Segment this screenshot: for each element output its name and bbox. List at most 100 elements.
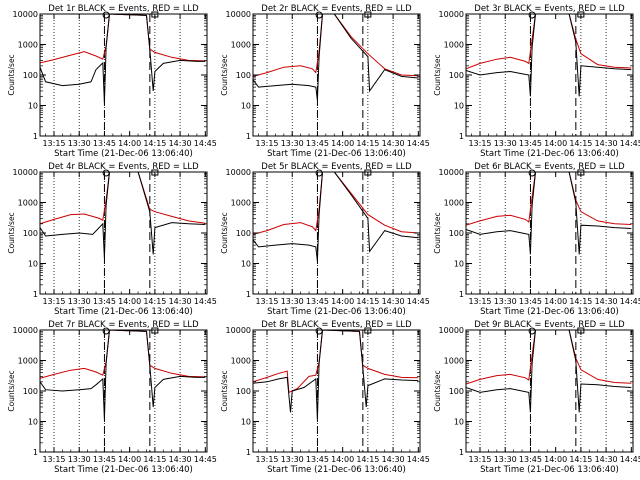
x-tick-label: 14:00	[544, 455, 567, 464]
panel-title: Det 8r BLACK = Events, RED = LLD	[261, 320, 412, 330]
x-tick-label: 13:30	[494, 139, 517, 148]
x-tick-label: 14:00	[331, 455, 354, 464]
y-tick-label: 1000	[231, 41, 251, 50]
y-tick-label: 1000	[18, 357, 38, 366]
x-tick-label: 14:30	[595, 455, 618, 464]
y-tick-label: 10000	[13, 10, 38, 19]
x-tick-label: 14:15	[569, 297, 592, 306]
y-tick-label: 10	[454, 102, 464, 111]
detector-panel: 1 10 100 1000 10000 13:15 13:30 13:45 14:00 14:15…	[433, 4, 640, 159]
x-tick-label: 14:15	[356, 297, 379, 306]
y-tick-label: 100	[449, 387, 464, 396]
plot-frame	[465, 13, 634, 137]
x-tick-label: 14:00	[118, 139, 141, 148]
x-tick-label: 13:45	[93, 297, 116, 306]
x-tick-label: 13:30	[281, 139, 304, 148]
x-tick-label: 13:45	[306, 297, 329, 306]
y-tick-label: 1000	[231, 357, 251, 366]
y-tick-label: 1	[33, 448, 38, 457]
y-tick-label: 10	[241, 418, 251, 427]
x-tick-label: 14:30	[169, 455, 192, 464]
x-tick-label: 14:45	[194, 139, 217, 148]
y-axis-label: Counts/sec	[7, 54, 16, 95]
y-tick-label: 10	[28, 418, 38, 427]
x-tick-label: 13:45	[93, 455, 116, 464]
lld-series-line	[253, 14, 419, 77]
x-axis-label: Start Time (21-Dec-06 13:06:40)	[480, 307, 619, 317]
y-tick-label: 100	[236, 229, 251, 238]
y-tick-label: 10000	[13, 168, 38, 177]
y-tick-label: 10000	[226, 326, 251, 335]
y-axis-label: Counts/sec	[220, 212, 229, 253]
x-axis-label: Start Time (21-Dec-06 13:06:40)	[267, 149, 406, 159]
x-tick-label: 14:45	[407, 297, 430, 306]
x-tick-label: 14:45	[620, 139, 640, 148]
x-tick-label: 13:30	[281, 297, 304, 306]
panel-title: Det 9r BLACK = Events, RED = LLD	[474, 320, 625, 330]
events-series-line	[40, 172, 206, 259]
x-tick-label: 14:00	[331, 139, 354, 148]
x-tick-label: 13:15	[255, 139, 278, 148]
detector-panel: 1 10 100 1000 10000 13:15 13:30 13:45 14:00 14:15…	[7, 4, 217, 159]
x-tick-label: 13:15	[42, 139, 65, 148]
events-series-line	[40, 330, 206, 420]
x-tick-label: 13:15	[42, 297, 65, 306]
x-tick-label: 13:45	[93, 139, 116, 148]
x-tick-label: 14:00	[118, 297, 141, 306]
y-axis-label: Counts/sec	[7, 212, 16, 253]
y-axis-label: Counts/sec	[220, 54, 229, 95]
events-series-line	[253, 172, 419, 262]
x-tick-label: 14:15	[569, 139, 592, 148]
x-tick-label: 14:30	[169, 297, 192, 306]
y-tick-label: 10	[241, 260, 251, 269]
y-tick-label: 100	[449, 229, 464, 238]
y-axis-label: Counts/sec	[433, 54, 442, 95]
x-tick-label: 14:30	[595, 297, 618, 306]
x-axis-label: Start Time (21-Dec-06 13:06:40)	[480, 149, 619, 159]
x-tick-label: 14:15	[569, 455, 592, 464]
x-tick-label: 13:15	[468, 455, 491, 464]
x-axis-label: Start Time (21-Dec-06 13:06:40)	[54, 149, 193, 159]
x-axis-label: Start Time (21-Dec-06 13:06:40)	[267, 465, 406, 475]
y-tick-label: 100	[449, 71, 464, 80]
y-axis-label: Counts/sec	[220, 370, 229, 411]
y-tick-label: 10000	[439, 326, 464, 335]
x-axis-label: Start Time (21-Dec-06 13:06:40)	[480, 465, 619, 475]
y-tick-label: 10	[28, 102, 38, 111]
x-tick-label: 14:00	[544, 297, 567, 306]
x-axis-label: Start Time (21-Dec-06 13:06:40)	[54, 465, 193, 475]
y-tick-label: 1000	[444, 199, 464, 208]
y-tick-label: 10000	[439, 10, 464, 19]
x-tick-label: 13:45	[519, 297, 542, 306]
lld-series-line	[466, 172, 632, 226]
x-tick-label: 14:30	[382, 297, 405, 306]
x-axis-label: Start Time (21-Dec-06 13:06:40)	[54, 307, 193, 317]
y-tick-label: 1	[246, 290, 251, 299]
lld-series-line	[466, 14, 632, 70]
y-tick-label: 100	[23, 387, 38, 396]
y-tick-label: 1000	[18, 199, 38, 208]
y-tick-label: 1000	[231, 199, 251, 208]
events-series-line	[466, 14, 632, 97]
detector-panel: 1 10 100 1000 10000 13:15 13:30 13:45 14:00 14:15…	[220, 320, 430, 475]
x-tick-label: 13:15	[255, 297, 278, 306]
events-series-line	[253, 14, 419, 101]
lld-series-line	[40, 14, 206, 64]
plot-frame	[39, 13, 208, 137]
x-tick-label: 14:30	[595, 139, 618, 148]
x-tick-label: 14:00	[544, 139, 567, 148]
plot-frame	[39, 171, 208, 295]
y-tick-label: 10	[241, 102, 251, 111]
x-tick-label: 14:45	[407, 455, 430, 464]
x-tick-label: 14:15	[356, 139, 379, 148]
x-tick-label: 13:15	[255, 455, 278, 464]
y-tick-label: 10	[454, 418, 464, 427]
x-tick-label: 14:15	[143, 297, 166, 306]
x-axis-label: Start Time (21-Dec-06 13:06:40)	[267, 307, 406, 317]
y-axis-label: Counts/sec	[433, 370, 442, 411]
lld-series-line	[40, 330, 206, 379]
y-tick-label: 100	[236, 387, 251, 396]
x-tick-label: 14:30	[382, 139, 405, 148]
panel-title: Det 1r BLACK = Events, RED = LLD	[48, 4, 199, 14]
events-series-line	[466, 172, 632, 255]
